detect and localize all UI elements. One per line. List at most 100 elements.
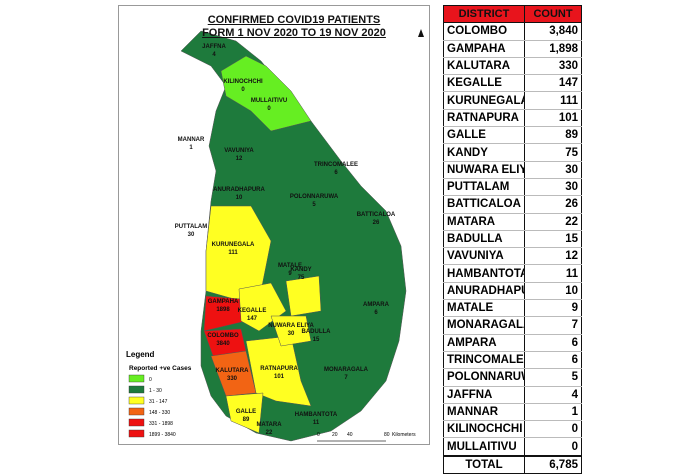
district-name: ANURADHAPURA xyxy=(213,187,265,193)
district-name: KEGALLE xyxy=(238,308,267,314)
count-cell: 9 xyxy=(524,299,582,318)
count-cell: 6 xyxy=(524,351,582,370)
district-kilinochchi-mullaitivu[interactable] xyxy=(220,55,312,132)
legend-label: 0 xyxy=(149,377,152,383)
district-name: AMPARA xyxy=(363,302,390,308)
district-count: 101 xyxy=(274,374,285,380)
count-cell: 7 xyxy=(524,316,582,335)
district-label: HAMBANTOTA 11 xyxy=(295,412,338,426)
count-cell: 330 xyxy=(524,57,582,76)
district-label: VAVUNIYA 12 xyxy=(224,148,254,162)
map-title-line2: FORM 1 NOV 2020 TO 19 NOV 2020 xyxy=(202,27,386,39)
district-label: BATTICALOA 26 xyxy=(357,212,396,226)
legend-swatch xyxy=(128,407,145,416)
total-value: 6,785 xyxy=(524,454,582,474)
district-cell: MANNAR xyxy=(443,403,525,422)
scale-tick: 80 xyxy=(384,432,390,438)
district-label: MATALE 9 xyxy=(278,263,302,277)
count-cell: 0 xyxy=(524,437,582,457)
table-row: GALLE 89 xyxy=(443,126,582,145)
legend-swatch xyxy=(128,429,145,438)
district-name: GALLE xyxy=(236,409,256,415)
map-canvas: JAFFNA 4 KILINOCHCHI 0 MULLAITIVU 0 MANNAR 1 VAV… xyxy=(126,29,424,442)
count-cell: 1 xyxy=(524,403,582,422)
legend-label: 148 - 330 xyxy=(149,410,170,416)
district-label: BADULLA 15 xyxy=(302,329,332,343)
district-label: MULLAITIVU 0 xyxy=(251,98,287,112)
district-name: RATNAPURA xyxy=(260,366,298,372)
district-name: NUWARA ELIYA xyxy=(268,323,314,329)
district-cell: KURUNEGALA xyxy=(443,91,525,110)
district-label: JAFFNA 4 xyxy=(202,44,226,58)
legend-label: 1899 - 3840 xyxy=(149,432,176,438)
district-label: AMPARA 6 xyxy=(363,302,390,316)
table-row: MATALE 9 xyxy=(443,299,582,318)
count-cell: 1,898 xyxy=(524,40,582,58)
district-name: KALUTARA xyxy=(216,368,250,374)
table-row: VAVUNIYA 12 xyxy=(443,247,582,266)
district-count: 7 xyxy=(344,375,348,381)
district-name: BATTICALOA xyxy=(357,212,396,218)
district-cell: MULLAITIVU xyxy=(443,437,525,457)
district-count: 30 xyxy=(288,331,295,337)
district-cell: KANDY xyxy=(443,143,525,162)
district-count: 5 xyxy=(312,202,316,208)
table-row: BATTICALOA 26 xyxy=(443,195,582,214)
district-count: 26 xyxy=(373,220,380,226)
scale-unit: Kilometers xyxy=(392,432,416,438)
district-nuwara-eliya[interactable] xyxy=(270,315,312,347)
district-name: MULLAITIVU xyxy=(251,98,287,104)
district-count: 147 xyxy=(247,316,258,322)
district-galle[interactable] xyxy=(225,392,264,434)
district-count: 0 xyxy=(241,87,245,93)
district-name: KILINOCHCHI xyxy=(223,79,263,85)
district-label: NUWARA ELIYA 30 xyxy=(268,323,314,337)
district-label: COLOMBO 3840 xyxy=(207,333,239,347)
count-cell: 101 xyxy=(524,109,582,128)
district-name: MONARAGALA xyxy=(324,367,369,373)
district-cell: POLONNARUWA xyxy=(443,368,525,387)
district-cell: GALLE xyxy=(443,126,525,145)
count-cell: 147 xyxy=(524,74,582,93)
north-arrow-icon xyxy=(418,29,424,37)
district-cell: VAVUNIYA xyxy=(443,247,525,266)
district-name: TRINCOMALEE xyxy=(314,162,358,168)
district-label: GALLE 89 xyxy=(236,409,256,423)
district-cell: AMPARA xyxy=(443,334,525,352)
district-label: POLONNARUWA 5 xyxy=(290,194,339,208)
district-name: MATARA xyxy=(256,422,282,428)
table-row: KANDY 75 xyxy=(443,143,582,162)
table-row: KILINOCHCHI 0 xyxy=(443,420,582,439)
district-name: PUTTALAM xyxy=(175,224,208,230)
table-row: HAMBANTOTA 11 xyxy=(443,264,582,283)
header-count: COUNT xyxy=(524,4,582,24)
count-cell: 26 xyxy=(524,195,582,214)
district-label: KALUTARA 330 xyxy=(216,368,250,382)
district-name: POLONNARUWA xyxy=(290,194,339,200)
count-cell: 6 xyxy=(524,334,582,352)
table-row: RATNAPURA 101 xyxy=(443,109,582,128)
district-label: TRINCOMALEE 6 xyxy=(314,162,358,176)
district-label: KEGALLE 147 xyxy=(238,308,267,322)
legend-subtitle: Reported +ve Cases xyxy=(129,365,192,372)
district-name: KANDY xyxy=(290,267,311,273)
district-cell: GAMPAHA xyxy=(443,40,525,58)
district-count-table: DISTRICT COUNT COLOMBO 3,840 GAMPAHA 1,898 K… xyxy=(443,4,582,474)
legend-label: 31 - 147 xyxy=(149,399,168,405)
legend-title: Legend xyxy=(126,350,155,359)
district-label: KURUNEGALA 111 xyxy=(212,242,255,256)
district-count: 10 xyxy=(236,195,243,201)
table-row: KALUTARA 330 xyxy=(443,57,582,76)
table-row: MANNAR 1 xyxy=(443,403,582,422)
district-cell: KILINOCHCHI xyxy=(443,420,525,439)
district-count: 3840 xyxy=(216,341,230,347)
table-row: MONARAGALA 7 xyxy=(443,316,582,335)
table-row: JAFFNA 4 xyxy=(443,386,582,404)
district-count: 111 xyxy=(228,250,238,256)
table-row: GAMPAHA 1,898 xyxy=(443,40,582,58)
district-label: GAMPAHA 1898 xyxy=(208,299,239,313)
table-row: KURUNEGALA 111 xyxy=(443,91,582,110)
district-count: 9 xyxy=(288,271,292,277)
total-row: TOTAL 6,785 xyxy=(443,454,582,474)
district-kandy[interactable] xyxy=(285,275,322,317)
